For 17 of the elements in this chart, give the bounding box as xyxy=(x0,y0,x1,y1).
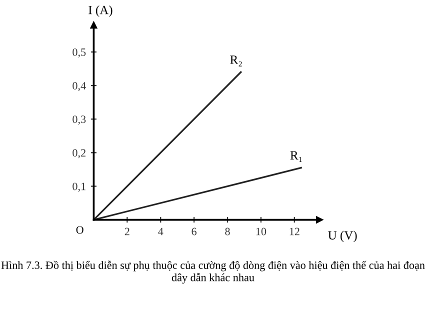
y-tick-label: 0,3 xyxy=(72,116,86,125)
y-tick-label: 0,5 xyxy=(72,48,86,58)
y-tick-label: 0,2 xyxy=(72,149,86,158)
x-tick-label: 12 xyxy=(290,228,300,236)
x-tick-label: 10 xyxy=(256,228,266,236)
text: Hình 7.3. Đồ thị biểu diễn sự phụ thuộc của cường độ dòng điện vào hiệu điện thế của hai đoạn dây dẫn khác nhau xyxy=(1,260,425,284)
series-label: R₁ xyxy=(290,151,302,162)
y-axis-title: I (A) xyxy=(88,5,112,17)
x-tick-label: 6 xyxy=(192,228,197,236)
text: O xyxy=(76,226,84,234)
series-label: R₂ xyxy=(230,56,242,66)
x-axis-title: U (V) xyxy=(328,230,357,242)
x-tick-label: 2 xyxy=(124,228,130,236)
x-tick-label: 4 xyxy=(158,228,164,236)
y-tick-label: 0,4 xyxy=(72,82,86,92)
x-tick-label: 8 xyxy=(225,228,230,236)
y-tick-label: 0,1 xyxy=(72,182,86,192)
